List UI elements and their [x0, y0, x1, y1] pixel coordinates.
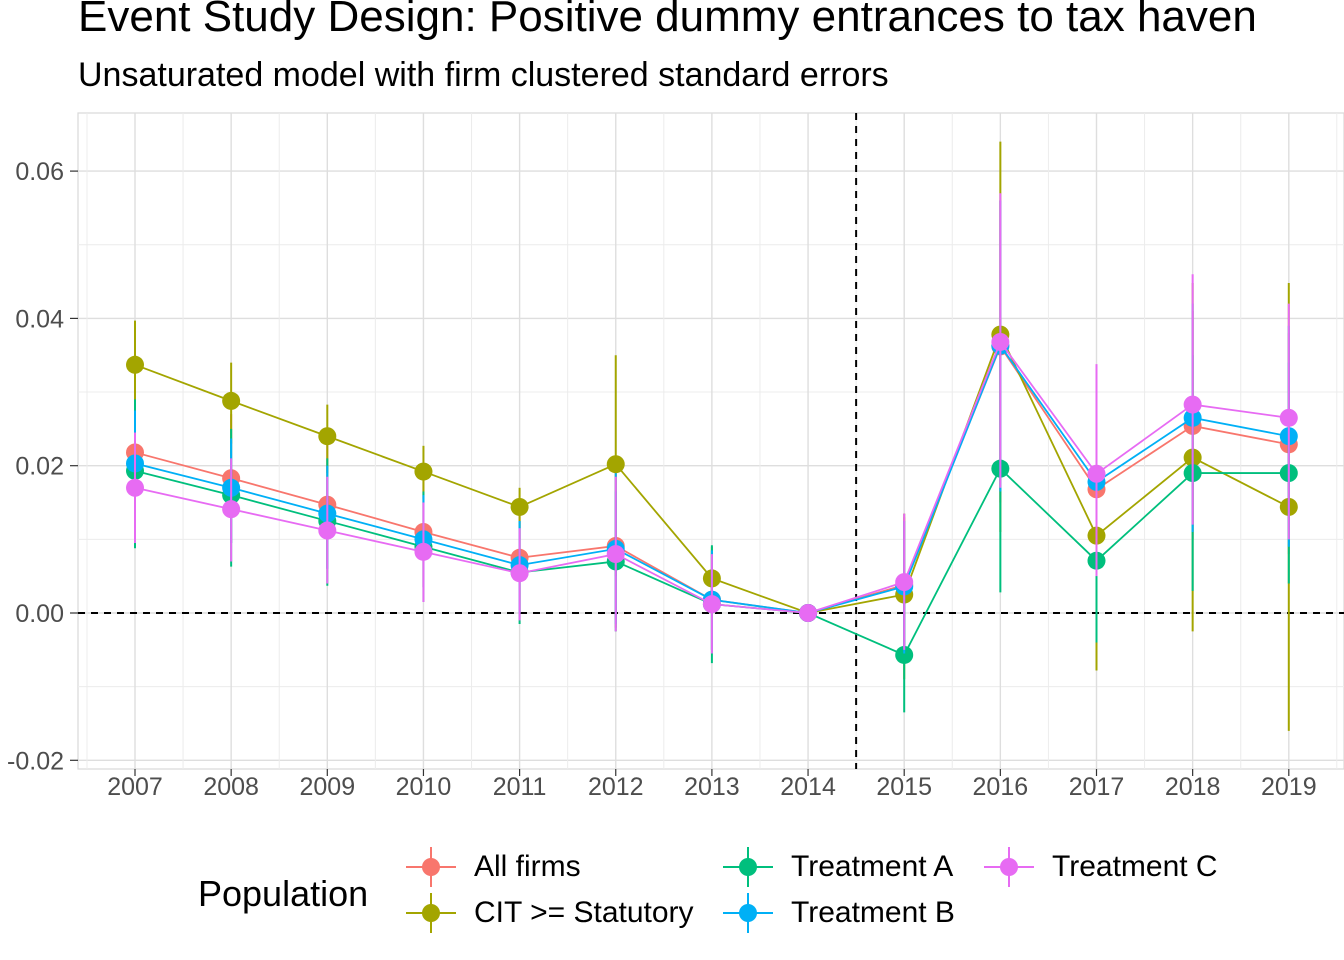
- data-point: [126, 355, 144, 374]
- data-point: [318, 427, 337, 446]
- legend-key-point: [739, 858, 757, 876]
- data-point: [510, 497, 529, 516]
- legend-key: [723, 893, 773, 933]
- data-point: [606, 545, 625, 564]
- legend-title: Population: [198, 873, 369, 914]
- series-treatment-c: [126, 193, 1298, 654]
- legend-key-point: [422, 904, 440, 922]
- legend-label: CIT >= Statutory: [474, 896, 694, 929]
- legend-key: [984, 847, 1034, 887]
- x-tick-label: 2014: [780, 773, 836, 801]
- legend-label: Treatment A: [791, 850, 954, 883]
- data-point: [414, 462, 433, 481]
- legend-key: [406, 893, 456, 933]
- data-point: [799, 604, 818, 622]
- y-tick-label: 0.04: [15, 305, 64, 333]
- legend-item: Treatment B: [723, 891, 955, 935]
- grid-layer: [77, 112, 1344, 770]
- x-tick-label: 2017: [1069, 773, 1125, 801]
- x-tick-label: 2008: [203, 773, 259, 801]
- data-point: [702, 595, 721, 614]
- x-tick-label: 2011: [493, 773, 547, 801]
- chart-title: Event Study Design: Positive dummy entra…: [78, 0, 1257, 41]
- x-tick-label: 2009: [299, 773, 355, 801]
- y-tick-label: -0.02: [7, 747, 64, 775]
- legend-item: Treatment A: [723, 845, 953, 889]
- panel-border: [77, 112, 1344, 770]
- data-point: [222, 391, 241, 410]
- x-tick-label: 2016: [973, 773, 1029, 801]
- y-tick-label: 0.00: [15, 600, 64, 628]
- data-point: [222, 500, 241, 519]
- x-tick-label: 2012: [588, 773, 644, 801]
- data-point: [895, 645, 914, 664]
- reference-lines: [78, 113, 1344, 769]
- legend-key-point: [739, 904, 757, 922]
- x-tick-label: 2018: [1165, 773, 1221, 801]
- data-point: [1183, 395, 1202, 414]
- data-point: [318, 521, 337, 540]
- data-point: [126, 478, 144, 497]
- y-tick-label: 0.06: [15, 158, 64, 186]
- legend-item: CIT >= Statutory: [406, 891, 694, 935]
- data-point: [991, 332, 1010, 351]
- axis-layer: -0.02 0.00 0.02 0.04 0.06 2007 2008 2009 2010 201…: [7, 158, 1317, 801]
- legend-key-point: [422, 858, 440, 876]
- x-tick-label: 2010: [396, 773, 452, 801]
- legend-key: [723, 847, 773, 887]
- data-point: [510, 564, 529, 583]
- legend-item: Treatment C: [984, 845, 1218, 889]
- data-point: [895, 573, 914, 592]
- legend-key: [406, 847, 456, 887]
- x-tick-label: 2007: [107, 773, 163, 801]
- x-tick-label: 2019: [1261, 773, 1317, 801]
- legend-item: All firms: [406, 845, 581, 889]
- legend-key-point: [1000, 858, 1018, 876]
- chart-subtitle: Unsaturated model with firm clustered st…: [78, 56, 889, 94]
- data-point: [1279, 408, 1298, 427]
- x-tick-label: 2013: [684, 773, 740, 801]
- data-point: [414, 542, 433, 561]
- plot-area: -0.02 0.00 0.02 0.04 0.06 2007 2008 2009 2010 201…: [7, 112, 1344, 801]
- legend-label: Treatment C: [1052, 850, 1218, 883]
- legend-label: All firms: [474, 850, 581, 883]
- series-layer: [126, 141, 1298, 731]
- data-point: [1087, 464, 1106, 483]
- data-point: [606, 455, 625, 474]
- x-tick-label: 2015: [876, 773, 932, 801]
- legend-label: Treatment B: [791, 896, 955, 929]
- y-tick-label: 0.02: [15, 453, 64, 481]
